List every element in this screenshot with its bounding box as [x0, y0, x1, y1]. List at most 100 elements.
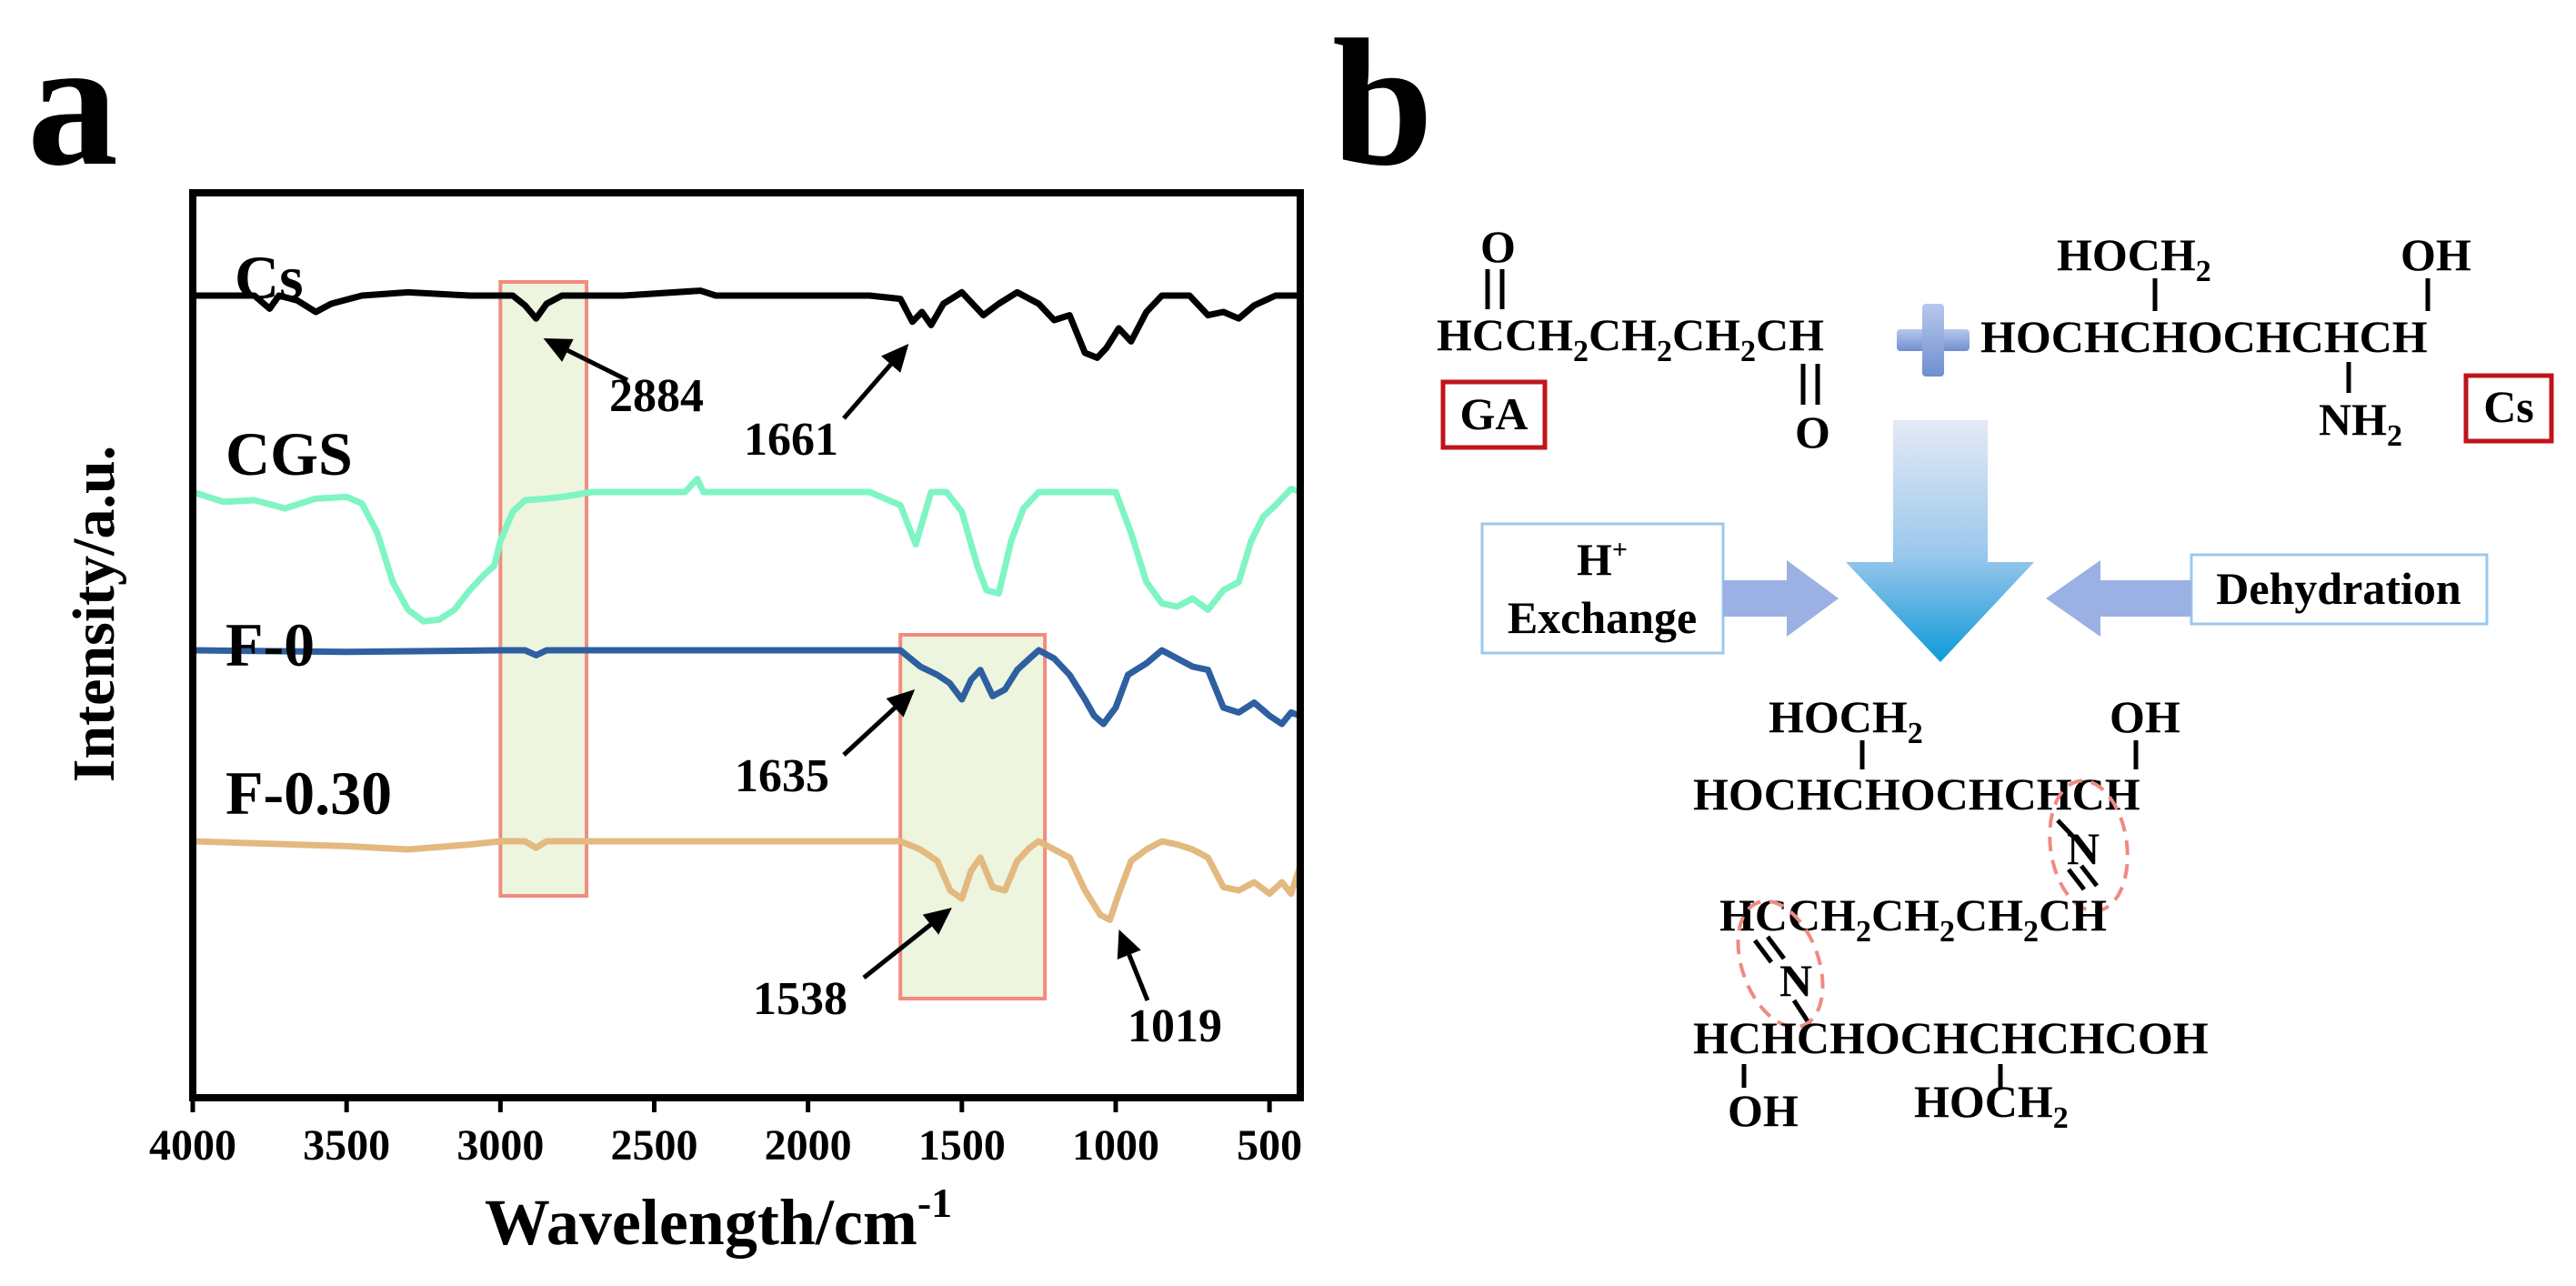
product-row2-s3: 2 — [2023, 915, 2039, 949]
condition-dehydration: Dehydration — [2216, 563, 2461, 614]
highlight-circle-2 — [1736, 899, 1825, 1030]
x-axis-label-sup: -1 — [917, 1180, 952, 1226]
product-bond-6 — [1791, 999, 1812, 1026]
annotation-arrowhead-1538 — [922, 908, 952, 935]
x-tick-label: 3000 — [456, 1121, 544, 1170]
product-hoch2-bottom: HOCH2 — [1914, 1076, 2069, 1135]
series-label-f-0: F-0 — [226, 610, 315, 679]
annotation-arrowhead-1019 — [1117, 929, 1141, 960]
panel-b: b O HCCH2CH2CH2CH O GA HOCH2 OH HOCHCHOC… — [1318, 0, 2576, 1281]
highlight-bands — [498, 280, 1047, 1000]
arrow-right-icon — [1723, 560, 1839, 637]
reaction-scheme: b O HCCH2CH2CH2CH O GA HOCH2 OH HOCHCHOC… — [1332, 3, 2554, 1136]
x-tick-label: 4000 — [149, 1121, 236, 1170]
product-bond-5b — [1766, 935, 1786, 960]
product-row2-c: CH — [1955, 889, 2023, 940]
highlight-circle-1 — [2048, 779, 2130, 913]
product-bond-5a — [1753, 939, 1773, 964]
annotation-1019: 1019 — [1128, 1000, 1222, 1052]
x-axis-label-text: Wavelength/cm — [485, 1186, 917, 1259]
cs-hoch2: HOCH2 — [2057, 229, 2211, 288]
product-row2: HCCH2CH2CH2CH — [1719, 889, 2107, 949]
product-bond-3 — [2056, 819, 2077, 840]
x-tick-label: 1500 — [918, 1121, 1006, 1170]
y-axis-label: Intensity/a.u. — [61, 446, 127, 782]
highlight-band — [498, 280, 589, 898]
x-tick-label: 500 — [1237, 1121, 1302, 1170]
series-label-cs: Cs — [235, 243, 304, 312]
ga-sub3: 2 — [1740, 335, 1756, 368]
condition-h-sup: + — [1612, 535, 1628, 565]
x-axis-ticks: 4000 3500 3000 2500 2000 1500 1000 500 — [149, 1098, 1302, 1170]
product-row3: HCHCHOCHCHCHCOH — [1693, 1012, 2209, 1063]
highlight-band — [898, 633, 1047, 1000]
ga-sub1: 2 — [1573, 335, 1589, 368]
cs-label: Cs — [2483, 381, 2534, 432]
ga-chain-a: HCCH — [1437, 309, 1573, 360]
condition-h: H — [1577, 534, 1612, 585]
series-labels: Cs CGS F-0 F-0.30 — [226, 243, 392, 828]
product-row2-b: CH — [1871, 889, 1940, 940]
annotation-arrow-1019 — [1127, 953, 1150, 1001]
series-line-cgs — [191, 476, 1302, 625]
panel-letter-a: a — [27, 3, 118, 204]
series-label-cgs: CGS — [226, 419, 353, 488]
panel-a: a Cs CGS F-0 F-0.30 2884 1661 1635 1538 1019 40… — [27, 3, 1304, 1259]
product-row1: HOCHCHOCHCHCH — [1693, 769, 2140, 819]
annotation-arrow-1635 — [842, 706, 897, 757]
annotation-1538: 1538 — [753, 973, 847, 1025]
series-line-cs — [193, 287, 1300, 361]
product-row2-s2: 2 — [1940, 915, 1955, 949]
annotation-1661: 1661 — [744, 414, 838, 466]
annotation-1635: 1635 — [735, 750, 829, 802]
ga-chain-b: CH — [1589, 309, 1657, 360]
x-tick-label: 3500 — [303, 1121, 390, 1170]
condition-box-left — [1480, 522, 1725, 655]
product-bond-4a — [2067, 868, 2086, 891]
product-oh-top: OH — [2110, 691, 2180, 742]
x-tick-label: 2500 — [611, 1121, 698, 1170]
x-tick-label: 1000 — [1072, 1121, 1159, 1170]
product-hoch2-a: HOCH — [1769, 691, 1908, 742]
ga-sub2: 2 — [1657, 335, 1672, 368]
cs-nh2: NH2 — [2319, 394, 2402, 453]
annotation-arrowhead-1635 — [886, 689, 916, 718]
ga-chain: HCCH2CH2CH2CH — [1437, 309, 1824, 368]
product-row2-d: CH — [2039, 889, 2107, 940]
cs-hoch2-sub: 2 — [2196, 255, 2211, 288]
ga-label-box — [1440, 379, 1548, 450]
annotation-arrowhead-1661 — [881, 344, 909, 373]
annotation-arrow-2884 — [566, 348, 629, 383]
cs-label-box — [2463, 373, 2554, 444]
series-label-f-0-30: F-0.30 — [226, 759, 392, 828]
product-hoch2: HOCH2 — [1769, 691, 1923, 750]
product-bond-4b — [2080, 864, 2099, 888]
arrow-left-icon — [2046, 560, 2191, 637]
product-row2-s1: 2 — [1856, 915, 1871, 949]
ga-bottom-oxygen: O — [1795, 407, 1830, 457]
annotation-arrow-1661 — [842, 362, 893, 420]
plus-icon — [1897, 304, 1970, 377]
cs-nh2-sub: 2 — [2387, 419, 2402, 453]
reactant-cs: HOCH2 OH HOCHCHOCHCHCH NH2 Cs — [1980, 229, 2554, 453]
ga-chain-d: CH — [1756, 309, 1824, 360]
series-line-f-0-30 — [192, 838, 1304, 923]
ga-top-oxygen: O — [1480, 221, 1516, 272]
product-hoch2-sub: 2 — [1908, 717, 1923, 750]
condition-h-plus: H+ — [1577, 534, 1628, 585]
x-tick-label: 2000 — [765, 1121, 852, 1170]
product-n2: N — [1779, 955, 1812, 1006]
ga-label: GA — [1460, 388, 1529, 439]
spectra — [191, 287, 1304, 923]
product: HOCH2 OH HOCHCHOCHCHCH N HCCH2CH2CH2CH N… — [1693, 691, 2209, 1136]
reactant-ga: O HCCH2CH2CH2CH O GA — [1437, 221, 1830, 457]
condition-box-right — [2190, 553, 2489, 626]
panel-letter-b: b — [1332, 3, 1433, 204]
product-hoch2b-a: HOCH — [1914, 1076, 2053, 1127]
plot-frame — [189, 189, 1304, 1101]
product-row2-a: HCCH — [1719, 889, 1856, 940]
cs-nh2-a: NH — [2319, 394, 2387, 445]
x-axis-label: Wavelength/cm-1 — [485, 1180, 952, 1259]
product-oh-bottom: OH — [1728, 1085, 1799, 1136]
